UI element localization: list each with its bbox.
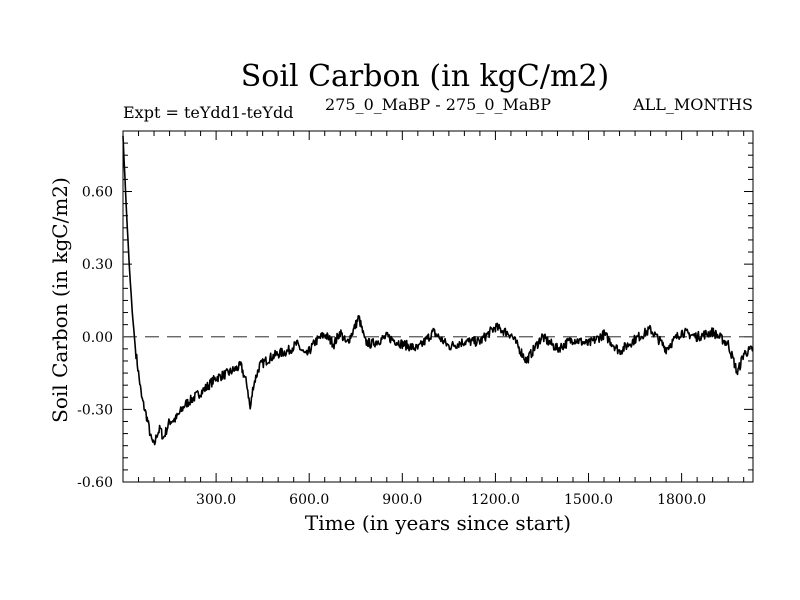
x-tick-label: 1200.0 bbox=[471, 492, 520, 508]
y-tick-label: 0.00 bbox=[82, 330, 113, 346]
plot-area: 300.0 600.0 900.0 1200.0 1500.0 1800.0 -0.60 -0… bbox=[77, 130, 754, 508]
months-label: ALL_MONTHS bbox=[632, 95, 753, 114]
x-tick-label: 900.0 bbox=[382, 492, 422, 508]
plot-frame bbox=[122, 130, 754, 483]
x-axis-label: Time (in years since start) bbox=[305, 511, 571, 535]
y-tick-label: 0.60 bbox=[82, 185, 113, 201]
x-tick-label: 600.0 bbox=[289, 492, 329, 508]
y-axis-label: Soil Carbon (in kgC/m2) bbox=[48, 177, 72, 423]
y-tick-label: -0.60 bbox=[77, 475, 113, 491]
x-tick-label: 1800.0 bbox=[657, 492, 706, 508]
period-label: 275_0_MaBP - 275_0_MaBP bbox=[325, 95, 551, 114]
series-line bbox=[122, 135, 754, 446]
chart-title: Soil Carbon (in kgC/m2) bbox=[241, 59, 609, 94]
x-tick-label: 1500.0 bbox=[564, 492, 613, 508]
x-tick-label: 300.0 bbox=[196, 492, 236, 508]
y-tick-label: -0.30 bbox=[77, 402, 113, 418]
experiment-label: Expt = teYdd1-teYdd bbox=[123, 103, 293, 122]
y-tick-label: 0.30 bbox=[82, 257, 113, 273]
